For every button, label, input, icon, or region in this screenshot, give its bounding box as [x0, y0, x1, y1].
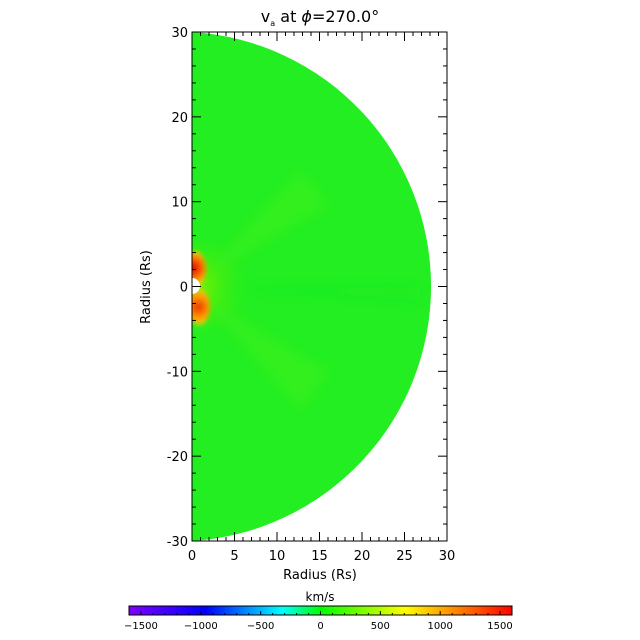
- chart-title: va at ϕ=270.0°: [261, 7, 379, 28]
- inner-boundary: [192, 278, 200, 294]
- heatmap-streamers: [196, 170, 420, 410]
- y-tick-label: 10: [171, 196, 188, 211]
- x-tick-label: 5: [230, 549, 238, 564]
- x-tick-label: 10: [269, 549, 286, 564]
- colorbar-tick-label: −1500: [124, 621, 158, 632]
- y-tick-label: -30: [167, 535, 188, 550]
- x-tick-labels: 0 5 10 15 20 25 30: [188, 549, 455, 564]
- y-tick-label: 0: [180, 281, 188, 296]
- x-tick-label: 0: [188, 549, 196, 564]
- y-tick-labels: -30 -20 -10 0 10 20 30: [167, 26, 188, 550]
- x-tick-label: 20: [354, 549, 371, 564]
- x-tick-label: 30: [439, 549, 456, 564]
- x-tick-label: 25: [396, 549, 413, 564]
- south-jet: [192, 289, 210, 325]
- colorbar-tick-label: −500: [247, 621, 274, 632]
- y-tick-label: 20: [171, 111, 188, 126]
- x-tick-label: 15: [311, 549, 328, 564]
- heatmap-jets: [192, 251, 210, 325]
- y-axis-label: Radius (Rs): [139, 250, 154, 324]
- colorbar-tick-label: 1000: [427, 621, 452, 632]
- colorbar-ticks: [140, 611, 501, 615]
- colorbar-tick-labels: −1500 −1000 −500 0 500 1000 1500: [124, 621, 513, 632]
- colorbar-tick-label: −1000: [184, 621, 218, 632]
- colorbar-tick-label: 500: [371, 621, 390, 632]
- x-axis-label: Radius (Rs): [283, 568, 357, 583]
- colorbar-tick-label: 1500: [487, 621, 512, 632]
- colorbar-tick-label: 0: [317, 621, 323, 632]
- y-tick-label: -10: [167, 365, 188, 380]
- colorbar-label: km/s: [306, 590, 335, 604]
- y-tick-label: -20: [167, 450, 188, 465]
- north-jet: [192, 251, 206, 287]
- y-tick-label: 30: [171, 26, 188, 41]
- axis-ticks: [191, 31, 448, 542]
